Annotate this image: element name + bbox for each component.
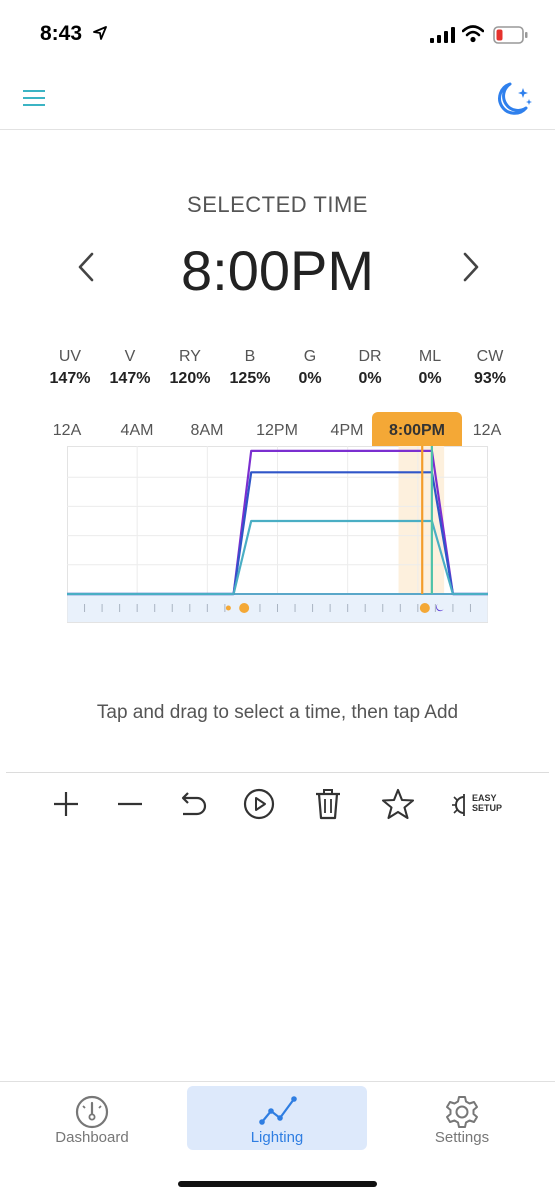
status-time: 8:43	[40, 22, 83, 45]
channel-uv: UV 147%	[40, 348, 100, 388]
signal-icon	[430, 27, 455, 43]
time-tick-label: 4AM	[120, 422, 154, 439]
moon-icon	[436, 604, 444, 612]
divider	[6, 772, 549, 773]
tab-label: Lighting	[250, 1129, 304, 1146]
menu-icon[interactable]	[22, 86, 46, 110]
tab-lighting[interactable]: Lighting	[187, 1086, 367, 1150]
easy-setup-icon	[452, 794, 465, 816]
channel-name: DR	[358, 348, 382, 365]
next-time-button[interactable]	[455, 250, 485, 284]
battery-icon	[493, 26, 528, 44]
channel-value: 125%	[229, 370, 271, 387]
channel-g: G 0%	[280, 348, 340, 388]
easy-setup-label: EASY SETUP	[472, 793, 502, 813]
time-axis: 12A 4AM 8AM 12PM 4PM 8:00PM 12A	[0, 412, 555, 448]
moon-stars-icon[interactable]	[490, 78, 534, 120]
previous-time-button[interactable]	[72, 250, 102, 284]
gear-icon	[446, 1096, 478, 1128]
hint-text: Tap and drag to select a time, then tap …	[96, 702, 459, 723]
channel-name: V	[124, 348, 136, 365]
easy-setup-button[interactable]: EASY SETUP	[450, 791, 510, 821]
time-tick-label: 12A	[52, 422, 82, 439]
tab-label: Settings	[434, 1129, 490, 1146]
channel-value: 147%	[49, 370, 91, 387]
channel-value: 120%	[169, 370, 211, 387]
trash-icon[interactable]	[311, 787, 345, 821]
channel-name: B	[244, 348, 256, 365]
channel-name: G	[303, 348, 317, 365]
play-icon[interactable]	[242, 787, 276, 821]
star-icon[interactable]	[381, 787, 415, 821]
channel-dr: DR 0%	[340, 348, 400, 388]
graph-icon	[259, 1096, 297, 1125]
undo-icon[interactable]	[175, 787, 209, 821]
channel-name: CW	[476, 348, 504, 365]
selected-time-label: SELECTED TIME	[187, 192, 368, 217]
channel-value: 0%	[358, 370, 382, 387]
bottom-tab-bar: Dashboard Lighting Settings	[0, 1081, 555, 1200]
channel-ml: ML 0%	[400, 348, 460, 388]
sun-dot	[239, 603, 250, 613]
lighting-chart-svg[interactable]	[67, 446, 488, 623]
channel-value: 93%	[473, 370, 507, 387]
status-bar: 8:43	[0, 0, 555, 70]
channel-ry: RY 120%	[160, 348, 220, 388]
minus-icon[interactable]	[113, 787, 147, 821]
sunrise-dot	[225, 605, 231, 611]
easy-setup-line2: SETUP	[472, 803, 503, 813]
tab-label: Dashboard	[55, 1129, 129, 1146]
channel-name: RY	[179, 348, 201, 365]
selected-time-tab[interactable]: 8:00PM	[372, 412, 462, 448]
channel-values: UV 147% V 147% RY 120% B 125% G 0% DR 0% ML 0% …	[40, 348, 520, 388]
gauge-icon	[75, 1095, 109, 1129]
tab-settings[interactable]: Settings	[372, 1086, 552, 1150]
channel-v: V 147%	[100, 348, 160, 388]
selected-time-value: 8:00PM	[181, 239, 374, 302]
channel-b: B 125%	[220, 348, 280, 388]
time-tick-label: 12A	[472, 422, 502, 439]
channel-cw: CW 93%	[460, 348, 520, 388]
channel-name: ML	[418, 348, 442, 365]
time-tick-label: 4PM	[330, 422, 364, 439]
location-arrow-icon	[93, 26, 107, 40]
tab-dashboard[interactable]: Dashboard	[2, 1086, 182, 1150]
series-line-2	[67, 519, 488, 596]
channel-value: 0%	[298, 370, 322, 387]
home-indicator	[178, 1181, 377, 1187]
sunset-dot	[419, 603, 430, 613]
channel-value: 147%	[109, 370, 151, 387]
wifi-icon	[462, 25, 484, 43]
lighting-chart[interactable]	[67, 446, 488, 623]
channel-value: 0%	[418, 370, 442, 387]
top-nav	[0, 70, 555, 130]
easy-setup-line1: EASY	[472, 793, 497, 803]
toolbar: EASY SETUP	[0, 783, 555, 827]
time-tick-label: 12PM	[256, 422, 298, 439]
plus-icon[interactable]	[49, 787, 83, 821]
channel-name: UV	[58, 348, 82, 365]
time-tick-label: 8AM	[190, 422, 224, 439]
